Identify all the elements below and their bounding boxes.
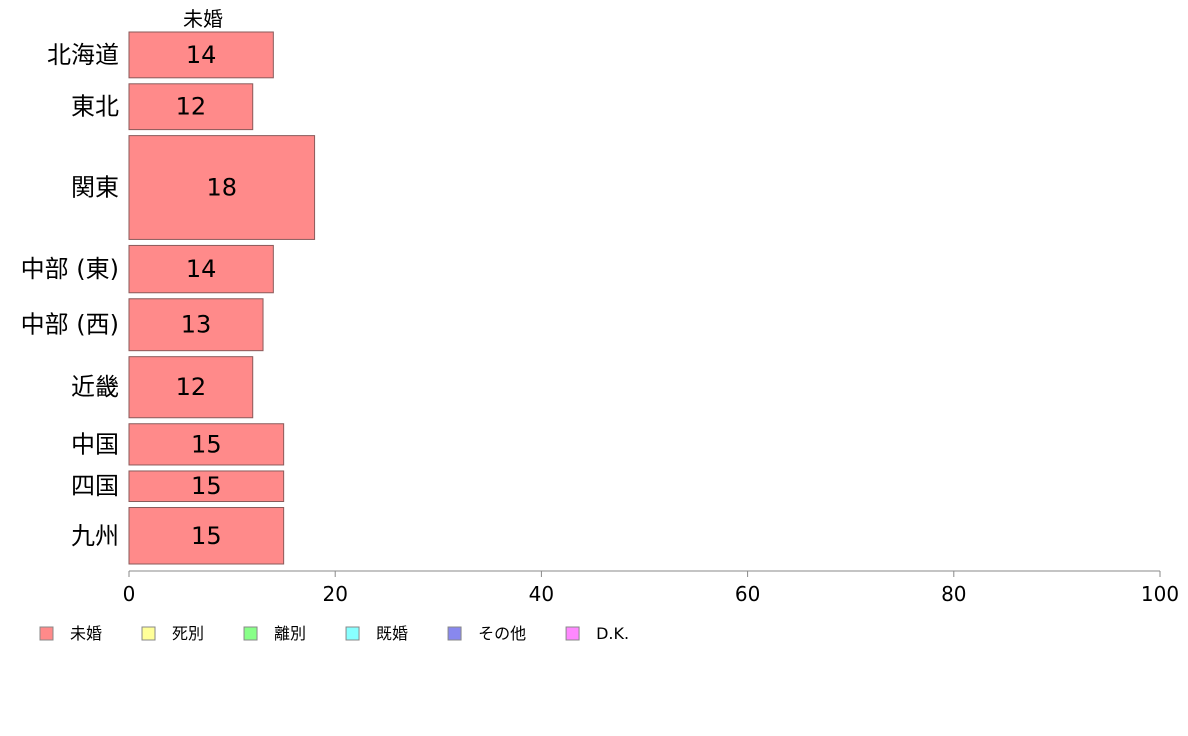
legend-label-1: 死別 <box>172 624 204 643</box>
category-label-4: 中部 (西) <box>21 311 119 339</box>
bars-group: 14 北海道 12 東北 18 関東 14 中部 (東) 13 中部 (西) 12 近畿 15 中国 15 四… <box>21 31 316 565</box>
value-label-3: 14 <box>186 255 217 283</box>
value-label-6: 15 <box>191 430 222 458</box>
legend-label-3: 既婚 <box>376 624 408 643</box>
value-label-4: 13 <box>181 311 212 339</box>
value-label-1: 12 <box>176 93 207 121</box>
bar-0 <box>128 31 274 79</box>
legend-swatch-0 <box>39 626 54 641</box>
value-label-8: 15 <box>191 522 222 550</box>
legend-label-5: D.K. <box>596 624 629 643</box>
legend-label-2: 離別 <box>274 624 306 643</box>
bar-5 <box>128 356 254 419</box>
x-axis: 0 20 40 60 80 100 <box>123 570 1179 606</box>
bar-1 <box>128 83 254 131</box>
bar-4 <box>128 298 264 352</box>
x-tick-label-5: 100 <box>1141 582 1179 606</box>
category-label-8: 九州 <box>71 522 119 550</box>
legend-swatch-3 <box>345 626 360 641</box>
value-label-2: 18 <box>207 174 238 202</box>
category-label-7: 四国 <box>71 472 119 500</box>
x-tick-label-0: 0 <box>123 582 136 606</box>
x-tick-label-3: 60 <box>735 582 760 606</box>
legend-label-4: その他 <box>478 624 526 643</box>
legend-swatch-1 <box>141 626 156 641</box>
bar-2 <box>128 135 316 240</box>
bar-6 <box>128 423 285 466</box>
category-label-0: 北海道 <box>47 41 119 69</box>
value-label-5: 12 <box>176 373 207 401</box>
category-label-1: 東北 <box>71 93 119 121</box>
series-title: 未婚 <box>183 7 223 31</box>
category-label-6: 中国 <box>71 430 119 458</box>
bar-3 <box>128 244 274 294</box>
legend: 未婚 死別 離別 既婚 その他 D.K. <box>39 624 629 643</box>
legend-swatch-5 <box>565 626 580 641</box>
legend-label-0: 未婚 <box>70 624 102 643</box>
bar-8 <box>128 507 285 565</box>
bar-7 <box>128 470 285 503</box>
category-label-5: 近畿 <box>71 373 119 401</box>
value-label-0: 14 <box>186 41 217 69</box>
x-tick-label-2: 40 <box>529 582 554 606</box>
legend-swatch-4 <box>447 626 462 641</box>
category-label-2: 関東 <box>71 174 119 202</box>
x-tick-label-1: 20 <box>322 582 347 606</box>
category-label-3: 中部 (東) <box>21 255 119 283</box>
legend-swatch-2 <box>243 626 258 641</box>
value-label-7: 15 <box>191 472 222 500</box>
x-tick-label-4: 80 <box>941 582 966 606</box>
